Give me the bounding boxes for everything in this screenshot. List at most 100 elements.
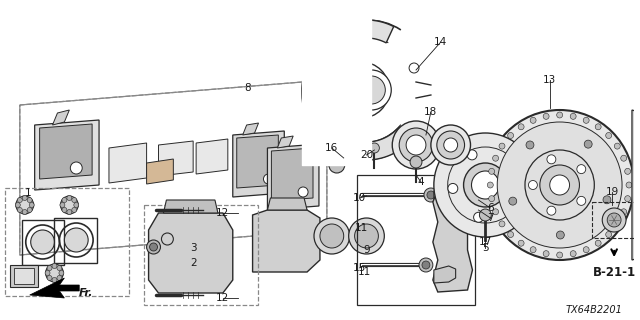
Text: 7: 7 [487,213,493,223]
Circle shape [47,266,52,270]
Circle shape [419,258,433,272]
Circle shape [595,240,601,246]
Polygon shape [632,110,640,260]
Circle shape [530,247,536,253]
Text: 13: 13 [543,75,556,85]
Text: 8: 8 [244,83,251,93]
Circle shape [314,218,349,254]
Circle shape [570,113,576,119]
Circle shape [621,209,627,215]
Circle shape [334,62,389,118]
Circle shape [525,150,595,220]
Circle shape [626,182,632,188]
Circle shape [358,76,385,104]
Polygon shape [434,266,456,283]
Circle shape [444,138,458,152]
Polygon shape [243,123,259,135]
Text: 19: 19 [605,187,619,197]
Text: 10: 10 [353,193,366,203]
Bar [5,188,129,296]
Polygon shape [271,148,313,201]
Circle shape [52,277,57,283]
Circle shape [479,209,492,221]
Circle shape [556,231,564,239]
Circle shape [422,261,430,269]
Circle shape [499,221,505,227]
Circle shape [369,143,380,153]
Circle shape [467,150,477,160]
Circle shape [577,164,586,174]
Circle shape [60,196,78,214]
Polygon shape [253,210,320,272]
Polygon shape [196,139,228,174]
Text: 3: 3 [190,243,196,253]
Circle shape [410,156,422,168]
Circle shape [62,207,67,212]
Polygon shape [277,136,293,148]
Circle shape [72,207,77,212]
Circle shape [22,196,28,201]
Text: B-21-1: B-21-1 [593,266,636,278]
Circle shape [434,133,537,237]
Text: 11: 11 [358,267,371,277]
Text: 2: 2 [190,258,196,268]
Circle shape [45,270,50,276]
Circle shape [448,183,458,194]
Polygon shape [52,110,69,125]
Text: 12: 12 [216,208,230,218]
Circle shape [29,203,34,207]
Bar [593,202,636,238]
Polygon shape [268,198,307,210]
Circle shape [399,128,433,162]
Circle shape [570,251,576,257]
Circle shape [497,122,622,248]
Circle shape [509,197,516,205]
Circle shape [70,162,82,174]
Polygon shape [40,124,92,179]
Circle shape [577,196,586,205]
Circle shape [557,252,563,258]
Circle shape [57,266,62,270]
Circle shape [557,112,563,118]
Circle shape [437,131,465,159]
Circle shape [526,141,534,149]
Circle shape [65,228,88,252]
Polygon shape [147,159,173,184]
Circle shape [355,224,378,248]
Circle shape [518,240,524,246]
Circle shape [485,110,634,260]
Circle shape [543,113,549,119]
Circle shape [427,191,435,199]
Circle shape [595,124,601,130]
Circle shape [47,276,52,280]
Polygon shape [433,190,472,292]
Polygon shape [302,20,412,160]
Circle shape [298,187,308,197]
Circle shape [614,221,620,227]
Text: 16: 16 [325,143,339,153]
Circle shape [463,163,507,207]
Circle shape [67,210,72,214]
Circle shape [625,196,630,202]
Circle shape [621,155,627,161]
Circle shape [45,264,63,282]
Circle shape [17,207,22,212]
Polygon shape [29,278,79,298]
Circle shape [409,63,419,73]
Circle shape [493,155,499,161]
Polygon shape [109,143,147,183]
Circle shape [17,197,22,203]
Circle shape [508,231,513,237]
Text: 20: 20 [360,150,373,160]
Circle shape [351,70,391,110]
Circle shape [493,209,499,215]
Circle shape [27,197,32,203]
Circle shape [489,168,495,174]
Circle shape [31,230,54,254]
Circle shape [320,224,344,248]
Bar [10,265,38,287]
Circle shape [547,206,556,215]
Circle shape [584,140,592,148]
Circle shape [509,196,518,206]
Circle shape [349,218,385,254]
